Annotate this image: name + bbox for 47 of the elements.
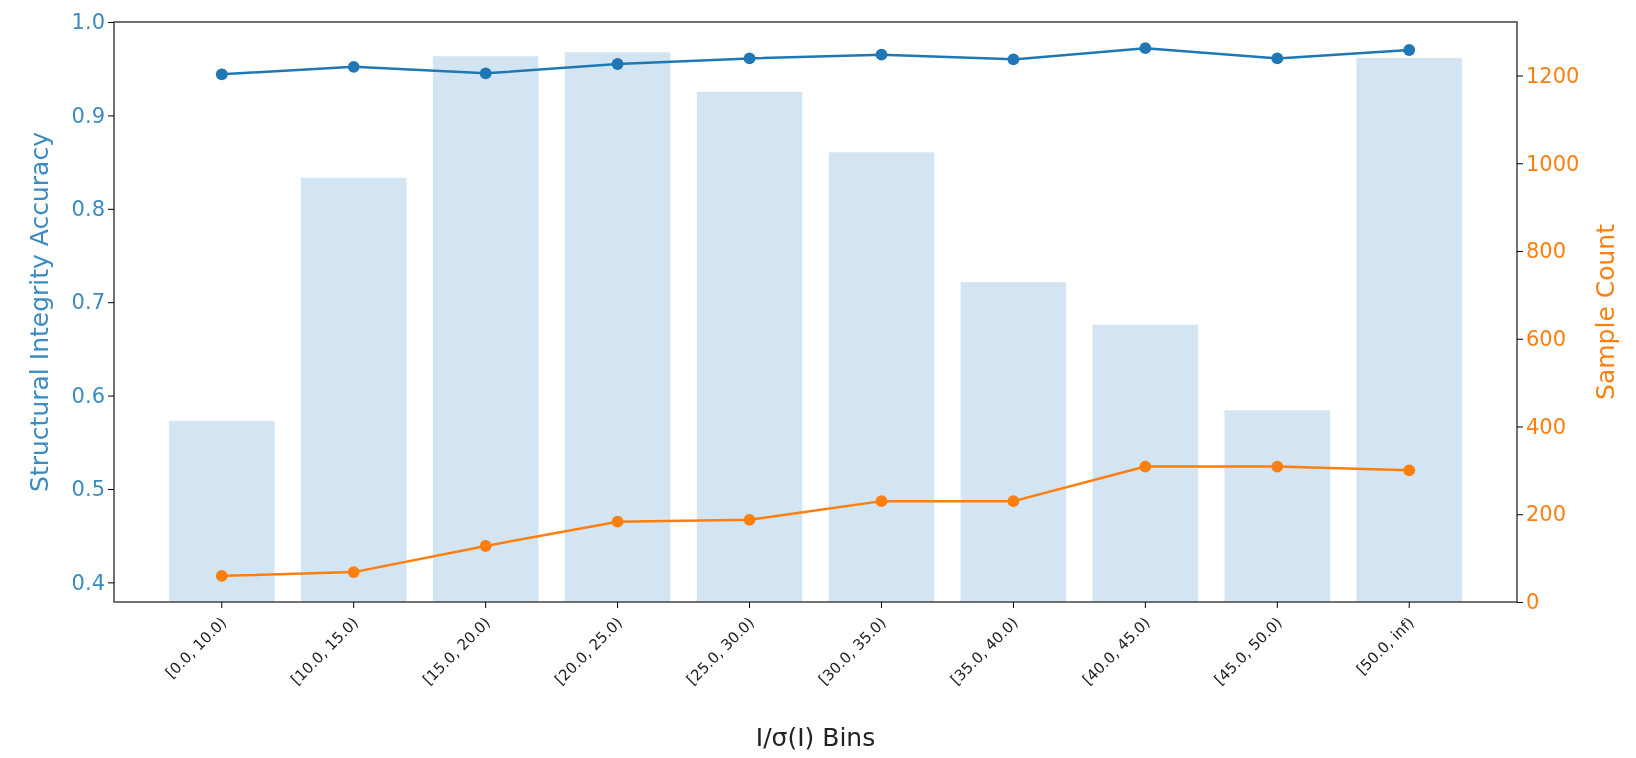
point [1403,44,1416,56]
y2-tick-label: 800 [1526,239,1567,264]
point [1007,495,1020,508]
bar [432,56,539,602]
point [1271,460,1284,473]
y-axis-title: Structural Integrity Accuracy [25,131,54,492]
bar [1224,410,1331,602]
y-tick-label: 0.9 [71,103,105,128]
y-tick-label: 0.7 [71,290,105,315]
point [347,60,360,73]
y2-tick-label: 400 [1526,414,1567,439]
point [743,52,756,65]
point [875,495,888,508]
bar [300,177,407,602]
y2-tick-label: 0 [1526,590,1540,615]
y2-axis-title: Sample Count [1591,223,1620,400]
bar [960,282,1067,602]
bar [564,52,671,602]
point [479,67,492,80]
y-tick-label: 1.0 [71,10,105,35]
point [1007,53,1020,66]
y2-tick-label: 1200 [1526,63,1580,88]
point [611,515,624,528]
bar [169,420,275,602]
bar [696,91,803,602]
y2-tick-label: 200 [1526,502,1567,527]
y2-tick-label: 600 [1526,326,1567,351]
bar [1356,57,1462,602]
bar [1092,324,1199,602]
y2-tick-label: 1000 [1526,151,1580,176]
point [875,48,888,61]
y-tick-label: 0.6 [71,383,105,408]
point [611,58,624,70]
point [1403,464,1416,477]
point [479,540,492,552]
bar [828,152,935,602]
point [1139,460,1152,473]
point [743,513,756,526]
y-tick-label: 0.5 [71,477,105,502]
y-tick-label: 0.4 [71,570,105,595]
y-tick-label: 0.8 [71,197,105,222]
point [1139,42,1152,55]
point [347,566,360,579]
point [1271,52,1284,65]
point [215,569,228,582]
x-axis-title: I/σ(I) Bins [755,723,876,752]
point [215,68,228,81]
